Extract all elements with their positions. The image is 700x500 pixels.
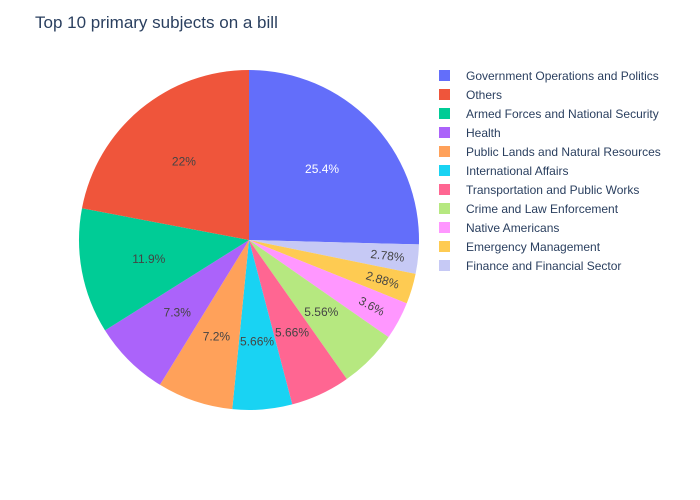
pie-value-label-crime-and-law-enforcement: 5.56% (304, 305, 338, 319)
pie-slice-armed-forces-and-national-security[interactable] (79, 208, 249, 331)
legend-swatch (439, 70, 450, 81)
legend-label: Others (466, 87, 503, 102)
legend-item-native-americans[interactable]: Native Americans (439, 218, 661, 237)
legend-swatch (439, 184, 450, 195)
legend-label: Crime and Law Enforcement (466, 201, 619, 216)
pie-value-label-government-operations-and-politics: 25.4% (305, 162, 339, 176)
legend-label: Armed Forces and National Security (466, 106, 659, 121)
legend-swatch (439, 146, 450, 157)
pie-slice-government-operations-and-politics[interactable] (249, 70, 419, 245)
legend-label: Health (466, 125, 501, 140)
legend-item-transportation-and-public-works[interactable]: Transportation and Public Works (439, 180, 661, 199)
legend-label: Transportation and Public Works (466, 182, 640, 197)
pie-value-label-finance-and-financial-sector: 2.78% (370, 247, 406, 265)
legend-label: Emergency Management (466, 239, 601, 254)
legend-label: Native Americans (466, 220, 560, 235)
legend-swatch (439, 165, 450, 176)
legend-item-crime-and-law-enforcement[interactable]: Crime and Law Enforcement (439, 199, 661, 218)
pie-slice-others[interactable] (81, 70, 249, 240)
pie-slice-public-lands-and-natural-resources[interactable] (159, 240, 249, 410)
legend-item-armed-forces-and-national-security[interactable]: Armed Forces and National Security (439, 104, 661, 123)
pie-slice-health[interactable] (105, 240, 250, 385)
legend-swatch (439, 260, 450, 271)
pie-slice-native-americans[interactable] (249, 240, 407, 338)
pie-slice-crime-and-law-enforcement[interactable] (249, 240, 389, 380)
pie-slice-international-affairs[interactable] (232, 240, 293, 410)
pie-slice-emergency-management[interactable] (249, 240, 416, 304)
pie-value-label-public-lands-and-natural-resources: 7.2% (203, 330, 231, 344)
legend-label: Finance and Financial Sector (466, 258, 622, 273)
pie-value-label-international-affairs: 5.66% (240, 335, 274, 349)
pie-value-label-health: 7.3% (164, 305, 192, 319)
legend-item-finance-and-financial-sector[interactable]: Finance and Financial Sector (439, 256, 661, 275)
legend-swatch (439, 241, 450, 252)
legend-item-public-lands-and-natural-resources[interactable]: Public Lands and Natural Resources (439, 142, 661, 161)
legend-item-government-operations-and-politics[interactable]: Government Operations and Politics (439, 66, 661, 85)
legend-label: Public Lands and Natural Resources (466, 144, 661, 159)
pie-value-label-armed-forces-and-national-security: 11.9% (132, 252, 165, 266)
legend-item-health[interactable]: Health (439, 123, 661, 142)
legend-item-international-affairs[interactable]: International Affairs (439, 161, 661, 180)
legend-label: Government Operations and Politics (466, 68, 659, 83)
legend: Government Operations and Politics Others… (439, 66, 661, 275)
pie-slice-finance-and-financial-sector[interactable] (249, 240, 419, 274)
pie-slices (79, 70, 419, 410)
legend-swatch (439, 222, 450, 233)
legend-label: International Affairs (466, 163, 569, 178)
legend-swatch (439, 108, 450, 119)
pie-value-label-transportation-and-public-works: 5.66% (275, 325, 309, 339)
legend-swatch (439, 89, 450, 100)
legend-item-others[interactable]: Others (439, 85, 661, 104)
chart-title: Top 10 primary subjects on a bill (35, 13, 278, 32)
legend-swatch (439, 203, 450, 214)
legend-swatch (439, 127, 450, 138)
pie-slice-transportation-and-public-works[interactable] (249, 240, 347, 405)
pie-value-label-others: 22% (172, 154, 196, 168)
legend-item-emergency-management[interactable]: Emergency Management (439, 237, 661, 256)
